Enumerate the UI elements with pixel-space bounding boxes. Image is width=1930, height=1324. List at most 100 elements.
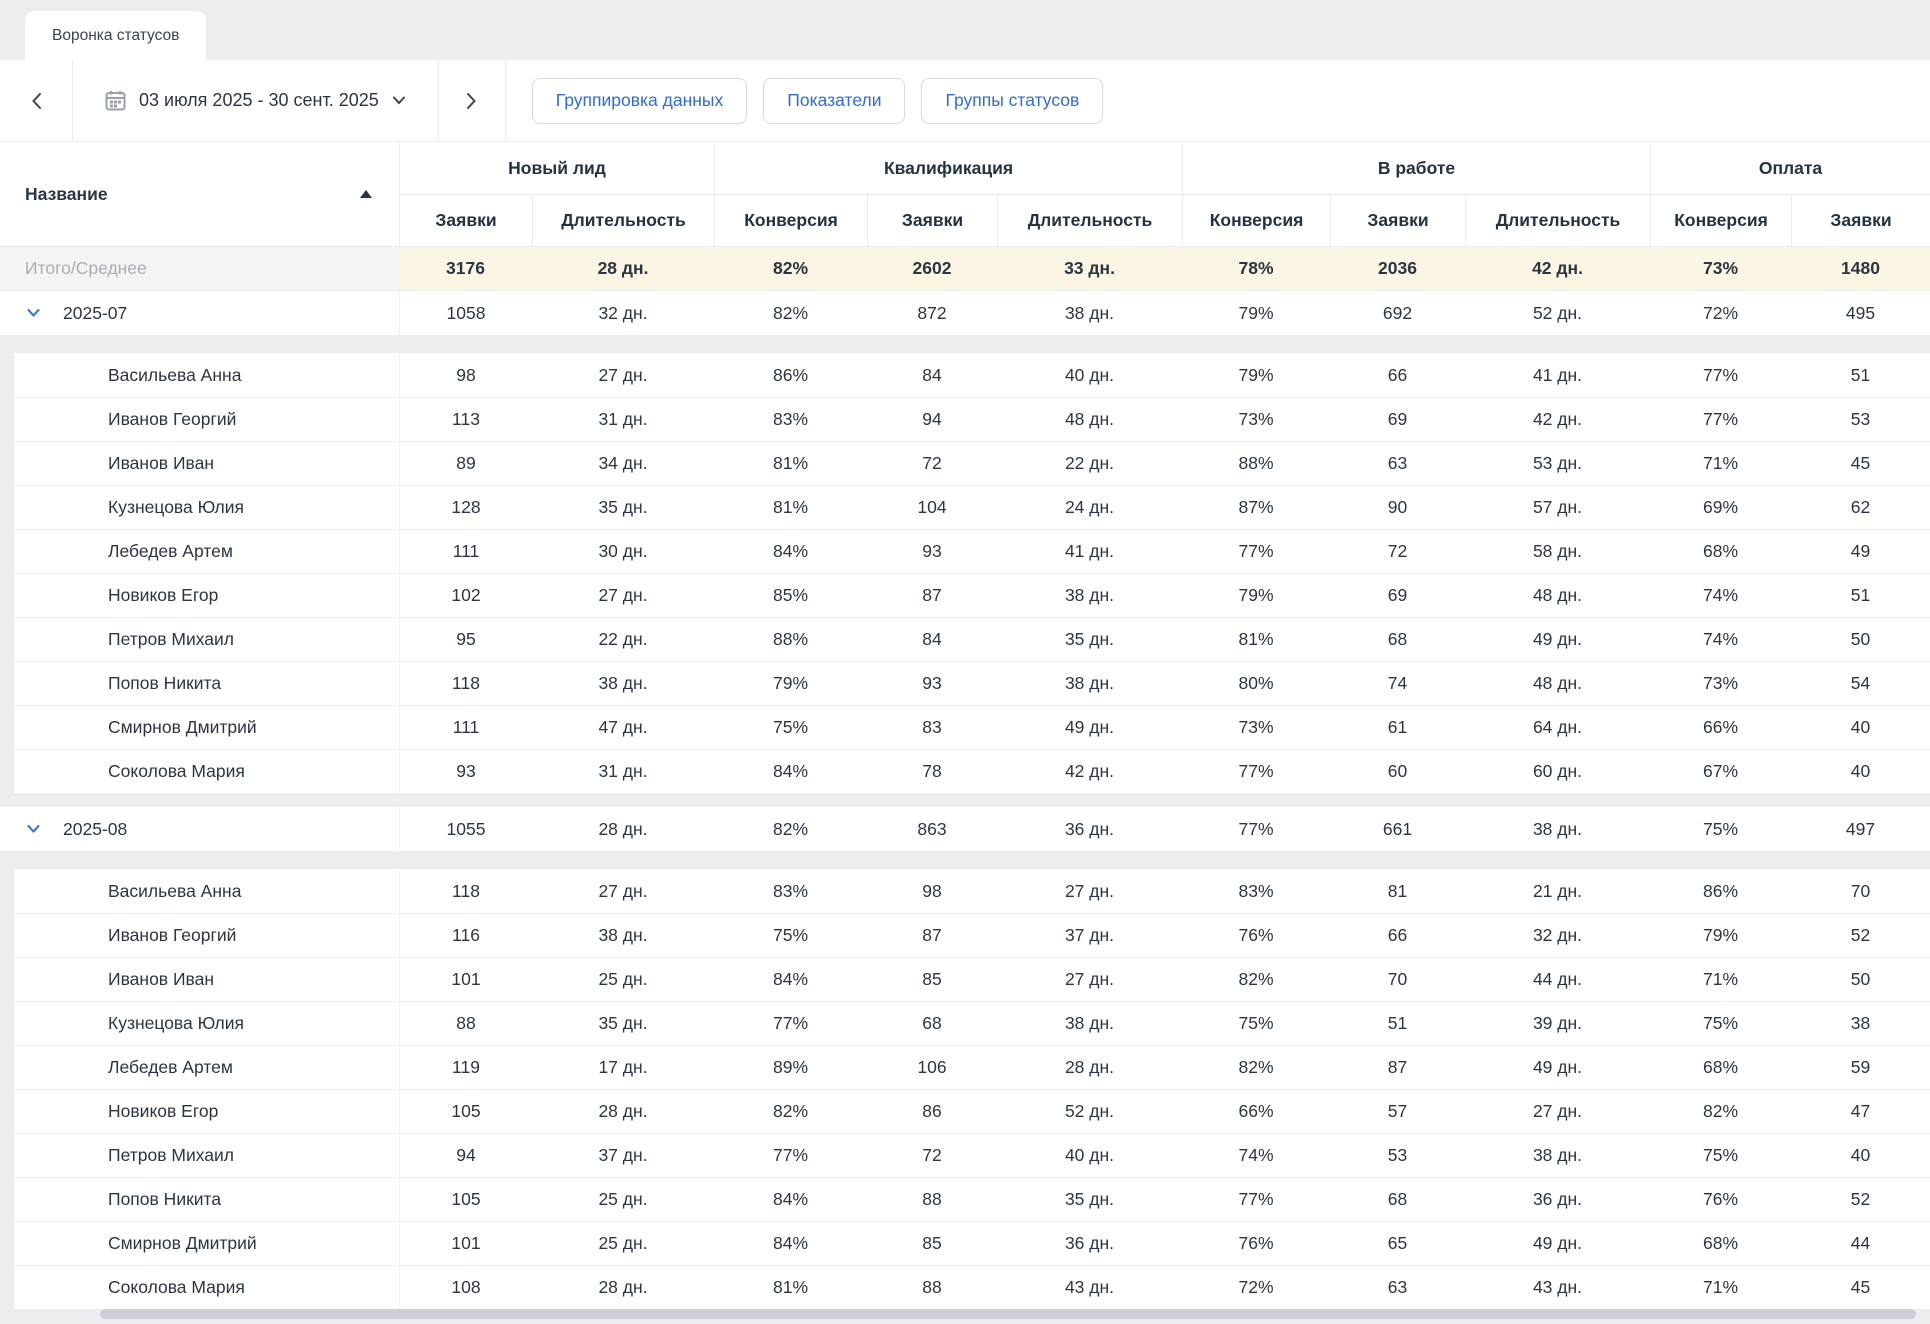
row-value: 82%	[1238, 969, 1274, 989]
row-value: 128	[399, 486, 532, 529]
row-name-cell: Иванов Иван	[108, 453, 215, 473]
column-header[interactable]: Заявки	[1330, 194, 1465, 246]
row-value: 40 дн.	[1064, 1145, 1115, 1165]
column-header[interactable]: Длительность	[532, 194, 714, 246]
name-column-header[interactable]: Название	[0, 142, 399, 246]
table-row: Соколова Мария 93 31 дн. 84% 78 42 дн. 77% 60 60…	[14, 749, 1930, 793]
row-value: 81%	[772, 1277, 809, 1297]
row-value: 85%	[772, 585, 809, 605]
row-value: 88	[399, 1002, 532, 1045]
table-row: Смирнов Дмитрий 101 25 дн. 84% 85 36 дн. 76% 65…	[14, 1221, 1930, 1265]
row-value: 35 дн.	[598, 497, 648, 517]
row-name-cell: Петров Михаил	[108, 629, 234, 649]
column-header[interactable]: Заявки	[399, 194, 532, 246]
chevron-down-icon[interactable]	[26, 308, 41, 318]
row-value: 77%	[772, 1145, 809, 1165]
summary-value: 73%	[1650, 247, 1791, 290]
tab-status-funnel[interactable]: Воронка статусов	[25, 11, 207, 60]
table-header: Название Новый лид Квалификация В работе Оп…	[0, 142, 1930, 247]
row-value: 68%	[1702, 541, 1739, 561]
column-header[interactable]: Длительность	[997, 194, 1182, 246]
row-value: 28 дн.	[598, 1101, 648, 1121]
table-row: Васильева Анна 98 27 дн. 86% 84 40 дн. 79% 66 41…	[14, 353, 1930, 397]
row-name-cell: Смирнов Дмитрий	[108, 1233, 257, 1253]
row-value: 66%	[1702, 717, 1739, 737]
row-value: 111	[399, 530, 532, 573]
row-value: 116	[399, 914, 532, 957]
group-name-cell[interactable]: 2025-07	[0, 291, 399, 335]
row-name-cell: Лебедев Артем	[108, 541, 233, 561]
row-value: 51	[1387, 1013, 1408, 1033]
group-value: 692	[1382, 302, 1413, 323]
prev-period-button[interactable]	[0, 60, 72, 141]
group-label: 2025-07	[63, 302, 128, 323]
column-header[interactable]: Конверсия	[1650, 194, 1791, 246]
row-value: 71%	[1702, 969, 1739, 989]
row-value: 88%	[1238, 453, 1274, 473]
group-value: 28 дн.	[598, 818, 648, 839]
row-value: 68	[1387, 629, 1408, 649]
data-grouping-button[interactable]: Группировка данных	[531, 77, 748, 124]
group-name-cell[interactable]: 2025-08	[0, 807, 399, 851]
row-value: 60 дн.	[1532, 761, 1583, 781]
row-name-cell: Иванов Георгий	[108, 409, 237, 429]
table-row: Иванов Иван 89 34 дн. 81% 72 22 дн. 88% 63 53 дн…	[14, 441, 1930, 485]
row-name-cell: Иванов Иван	[108, 969, 215, 989]
date-range-picker[interactable]: 03 июля 2025 - 30 сент. 2025	[73, 60, 438, 141]
row-value: 72	[922, 453, 942, 473]
column-header[interactable]: Заявки	[867, 194, 997, 246]
row-value: 74%	[1702, 585, 1739, 605]
metrics-button[interactable]: Показатели	[763, 77, 906, 124]
column-header[interactable]: Конверсия	[714, 194, 867, 246]
row-value: 93	[922, 541, 942, 561]
row-value: 76%	[1238, 925, 1274, 945]
stage-group-header: Новый лид	[399, 142, 714, 194]
next-period-button[interactable]	[439, 60, 505, 141]
row-value: 68%	[1702, 1057, 1739, 1077]
row-value: 82%	[772, 1101, 809, 1121]
row-value: 81	[1387, 880, 1408, 901]
summary-label: Итого/Среднее	[0, 247, 399, 290]
summary-row: Итого/Среднее 3176 28 дн. 82% 2602 33 дн. 78%…	[0, 247, 1930, 291]
row-value: 86%	[1702, 880, 1739, 901]
group-value: 36 дн.	[1064, 818, 1115, 839]
group-rows-panel: Васильева Анна 118 27 дн. 83% 98 27 дн. 83% 81 2…	[14, 869, 1930, 1309]
row-value: 49 дн.	[1064, 717, 1115, 737]
row-value: 27 дн.	[1532, 1101, 1583, 1121]
status-groups-button[interactable]: Группы статусов	[921, 77, 1104, 124]
row-value: 52	[1850, 1189, 1871, 1209]
table-row: Петров Михаил 94 37 дн. 77% 72 40 дн. 74% 53 38 …	[14, 1133, 1930, 1177]
row-value: 38 дн.	[598, 673, 648, 693]
name-column-label: Название	[25, 183, 108, 204]
table-row: Лебедев Артем 119 17 дн. 89% 106 28 дн. 82% 87 4…	[14, 1045, 1930, 1089]
group-value: 75%	[1702, 818, 1739, 839]
row-value: 81%	[772, 453, 809, 473]
summary-value: 3176	[399, 247, 532, 290]
column-header[interactable]: Конверсия	[1182, 194, 1330, 246]
row-value: 84%	[772, 761, 809, 781]
group-row[interactable]: 2025-08 1055 28 дн. 82% 863 36 дн. 77% 661 38 дн…	[0, 807, 1930, 852]
row-value: 69	[1387, 585, 1408, 605]
group-row[interactable]: 2025-07 1058 32 дн. 82% 872 38 дн. 79% 692 52 дн…	[0, 291, 1930, 336]
column-header[interactable]: Заявки	[1791, 194, 1930, 246]
row-value: 101	[399, 1222, 532, 1265]
chevron-down-icon[interactable]	[26, 824, 41, 834]
row-value: 71%	[1702, 1277, 1739, 1297]
group-value: 32 дн.	[598, 302, 648, 323]
row-value: 77%	[1702, 364, 1739, 385]
row-value: 72	[1387, 541, 1408, 561]
row-value: 27 дн.	[1064, 880, 1115, 901]
row-value: 88	[922, 1189, 942, 1209]
row-value: 75%	[1702, 1013, 1739, 1033]
stage-group-header: Оплата	[1650, 142, 1930, 194]
row-value: 86	[922, 1101, 942, 1121]
row-value: 85	[922, 969, 942, 989]
row-value: 27 дн.	[598, 585, 648, 605]
row-value: 74	[1387, 673, 1408, 693]
row-value: 79%	[1238, 364, 1274, 385]
row-value: 108	[399, 1266, 532, 1309]
column-header[interactable]: Длительность	[1465, 194, 1650, 246]
row-name-cell: Васильева Анна	[108, 364, 242, 385]
row-value: 111	[399, 706, 532, 749]
horizontal-scrollbar-thumb[interactable]	[100, 1309, 1916, 1319]
